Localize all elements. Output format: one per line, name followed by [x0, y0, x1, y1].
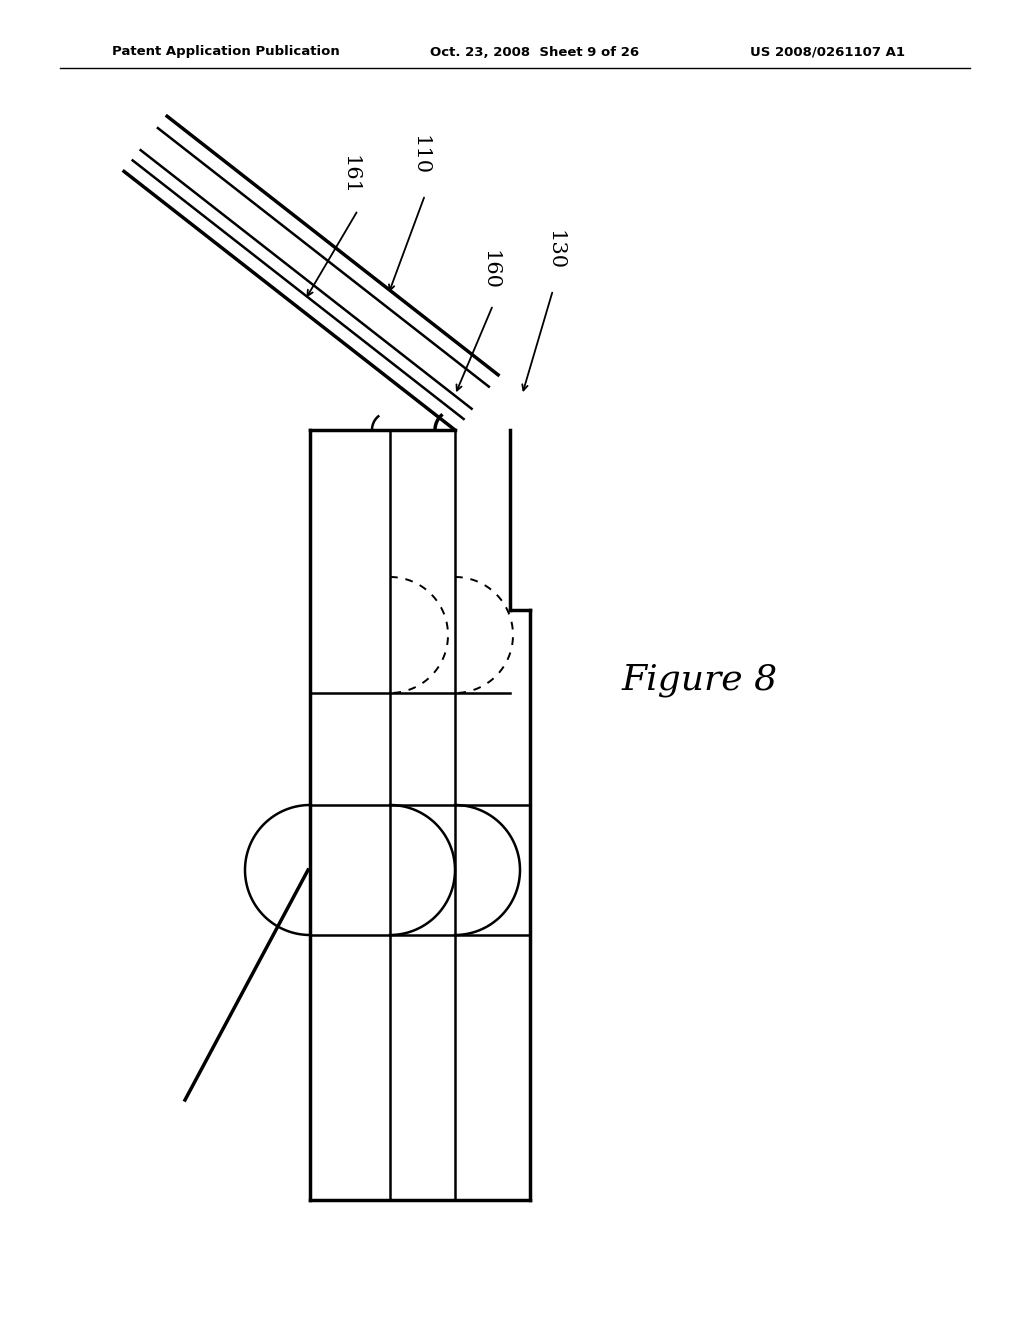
Text: Figure 8: Figure 8 — [622, 663, 778, 697]
Text: 160: 160 — [480, 249, 500, 290]
Text: US 2008/0261107 A1: US 2008/0261107 A1 — [750, 45, 905, 58]
Text: 130: 130 — [546, 230, 564, 271]
Text: Patent Application Publication: Patent Application Publication — [112, 45, 340, 58]
Text: 110: 110 — [411, 135, 429, 176]
Text: 161: 161 — [341, 154, 359, 195]
Text: Oct. 23, 2008  Sheet 9 of 26: Oct. 23, 2008 Sheet 9 of 26 — [430, 45, 639, 58]
